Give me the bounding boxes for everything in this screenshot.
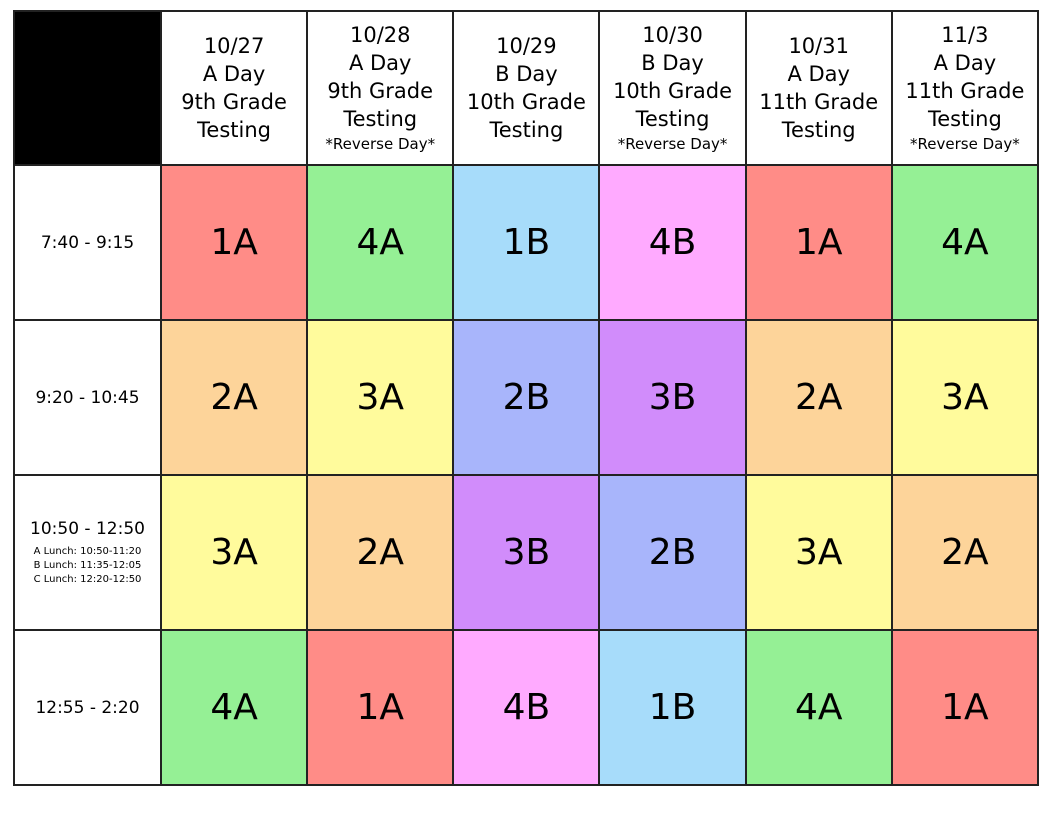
time-cell: 10:50 - 12:50 A Lunch: 10:50-11:20 B Lunch… <box>13 474 162 631</box>
period-cell: 2A <box>890 474 1040 631</box>
header-grade: 11th Grade <box>759 90 879 114</box>
period-cell: 3A <box>306 319 455 476</box>
column-header: 10/28 A Day 9th Grade Testing *Reverse Day* <box>306 10 455 166</box>
lunch-time: B Lunch: 11:35-12:05 <box>33 559 142 571</box>
time-cell: 12:55 - 2:20 <box>13 629 162 786</box>
period-cell: 3B <box>598 319 747 476</box>
time-label: 12:55 - 2:20 <box>35 697 140 718</box>
header-row: 10/27 A Day 9th Grade Testing 10/28 A Day 9th … <box>13 10 1040 166</box>
header-day: A Day <box>787 62 850 86</box>
time-label: 9:20 - 10:45 <box>35 387 140 408</box>
period-cell: 3A <box>159 474 309 631</box>
period-cell: 4A <box>159 629 309 786</box>
header-date: 10/27 <box>203 34 265 58</box>
header-grade: 10th Grade <box>613 79 733 103</box>
period-cell: 1A <box>744 164 893 321</box>
header-date: 10/29 <box>496 34 557 58</box>
corner-cell <box>13 10 162 166</box>
header-note: *Reverse Day* <box>910 135 1020 153</box>
column-header: 10/30 B Day 10th Grade Testing *Reverse Day* <box>598 10 747 166</box>
header-day: B Day <box>495 62 558 86</box>
period-cell: 1B <box>452 164 601 321</box>
header-grade: 11th Grade <box>905 79 1025 103</box>
time-cell: 9:20 - 10:45 <box>13 319 162 476</box>
period-cell: 4A <box>306 164 455 321</box>
period-cell: 2A <box>306 474 455 631</box>
column-header: 10/31 A Day 11th Grade Testing <box>744 10 893 166</box>
schedule-row: 10:50 - 12:50 A Lunch: 10:50-11:20 B Lunch… <box>13 474 1040 631</box>
period-cell: 4B <box>598 164 747 321</box>
period-cell: 3A <box>744 474 893 631</box>
header-label: Testing <box>781 118 856 142</box>
header-grade: 9th Grade <box>181 90 287 114</box>
time-label: 10:50 - 12:50 <box>30 518 145 539</box>
period-cell: 1A <box>306 629 455 786</box>
schedule-table: 10/27 A Day 9th Grade Testing 10/28 A Day 9th … <box>13 10 1040 786</box>
period-cell: 4A <box>744 629 893 786</box>
period-cell: 2B <box>598 474 747 631</box>
column-header: 11/3 A Day 11th Grade Testing *Reverse Day* <box>890 10 1040 166</box>
header-day: B Day <box>641 51 704 75</box>
header-day: A Day <box>202 62 266 86</box>
schedule-row: 12:55 - 2:20 4A 1A 4B 1B 4A 1A <box>13 629 1040 786</box>
period-cell: 1B <box>598 629 747 786</box>
header-date: 11/3 <box>941 23 989 47</box>
period-cell: 1A <box>159 164 309 321</box>
period-cell: 1A <box>890 629 1040 786</box>
period-cell: 3B <box>452 474 601 631</box>
header-label: Testing <box>635 107 710 131</box>
header-date: 10/30 <box>642 23 703 47</box>
header-note: *Reverse Day* <box>617 135 728 153</box>
header-grade: 10th Grade <box>466 90 586 114</box>
period-cell: 2B <box>452 319 601 476</box>
time-label: 7:40 - 9:15 <box>40 232 135 253</box>
column-header: 10/27 A Day 9th Grade Testing <box>159 10 309 166</box>
header-day: A Day <box>348 51 412 75</box>
header-day: A Day <box>933 51 997 75</box>
header-date: 10/31 <box>788 34 849 58</box>
period-cell: 4B <box>452 629 601 786</box>
column-header: 10/29 B Day 10th Grade Testing <box>452 10 601 166</box>
header-label: Testing <box>197 118 271 142</box>
schedule-row: 7:40 - 9:15 1A 4A 1B 4B 1A 4A <box>13 164 1040 321</box>
header-label: Testing <box>927 107 1002 131</box>
lunch-time: A Lunch: 10:50-11:20 <box>33 545 142 557</box>
header-note: *Reverse Day* <box>325 135 436 153</box>
header-grade: 9th Grade <box>327 79 434 103</box>
time-cell: 7:40 - 9:15 <box>13 164 162 321</box>
header-label: Testing <box>343 107 418 131</box>
lunch-time: C Lunch: 12:20-12:50 <box>33 573 142 585</box>
header-label: Testing <box>489 118 564 142</box>
period-cell: 2A <box>159 319 309 476</box>
period-cell: 3A <box>890 319 1040 476</box>
header-date: 10/28 <box>349 23 411 47</box>
period-cell: 4A <box>890 164 1040 321</box>
period-cell: 2A <box>744 319 893 476</box>
schedule-row: 9:20 - 10:45 2A 3A 2B 3B 2A 3A <box>13 319 1040 476</box>
